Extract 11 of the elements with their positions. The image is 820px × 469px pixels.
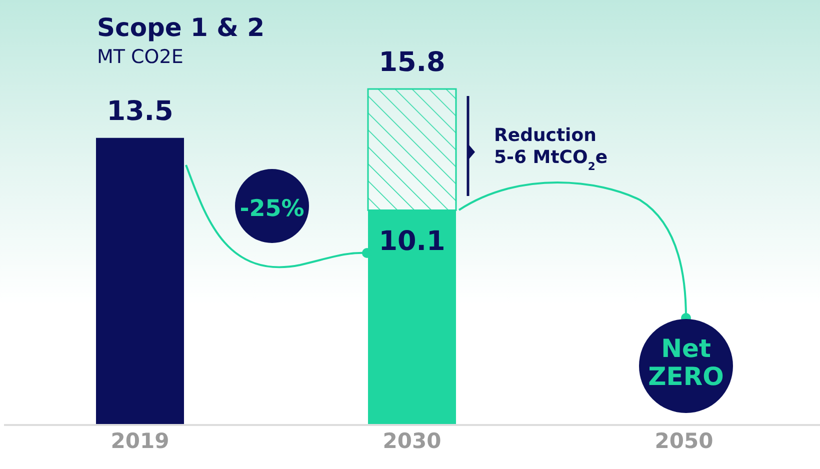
annotation: -25% (240, 196, 304, 222)
data-label: 13.5 (106, 96, 174, 127)
total-label: 15.8 (378, 47, 446, 78)
annotation: Net ZERO (648, 334, 724, 391)
x-tick-label: 2050 (654, 428, 714, 453)
chart-subtitle: MT CO2E (97, 46, 184, 68)
annotation: Reduction 5-6 MtCO$_{2}$e (494, 125, 608, 172)
data-label: 10.1 (378, 226, 446, 258)
x-tick-label: 2030 (382, 428, 442, 453)
chart-title: Scope 1 & 2 (97, 13, 265, 42)
x-tick-label: 2019 (110, 428, 170, 453)
